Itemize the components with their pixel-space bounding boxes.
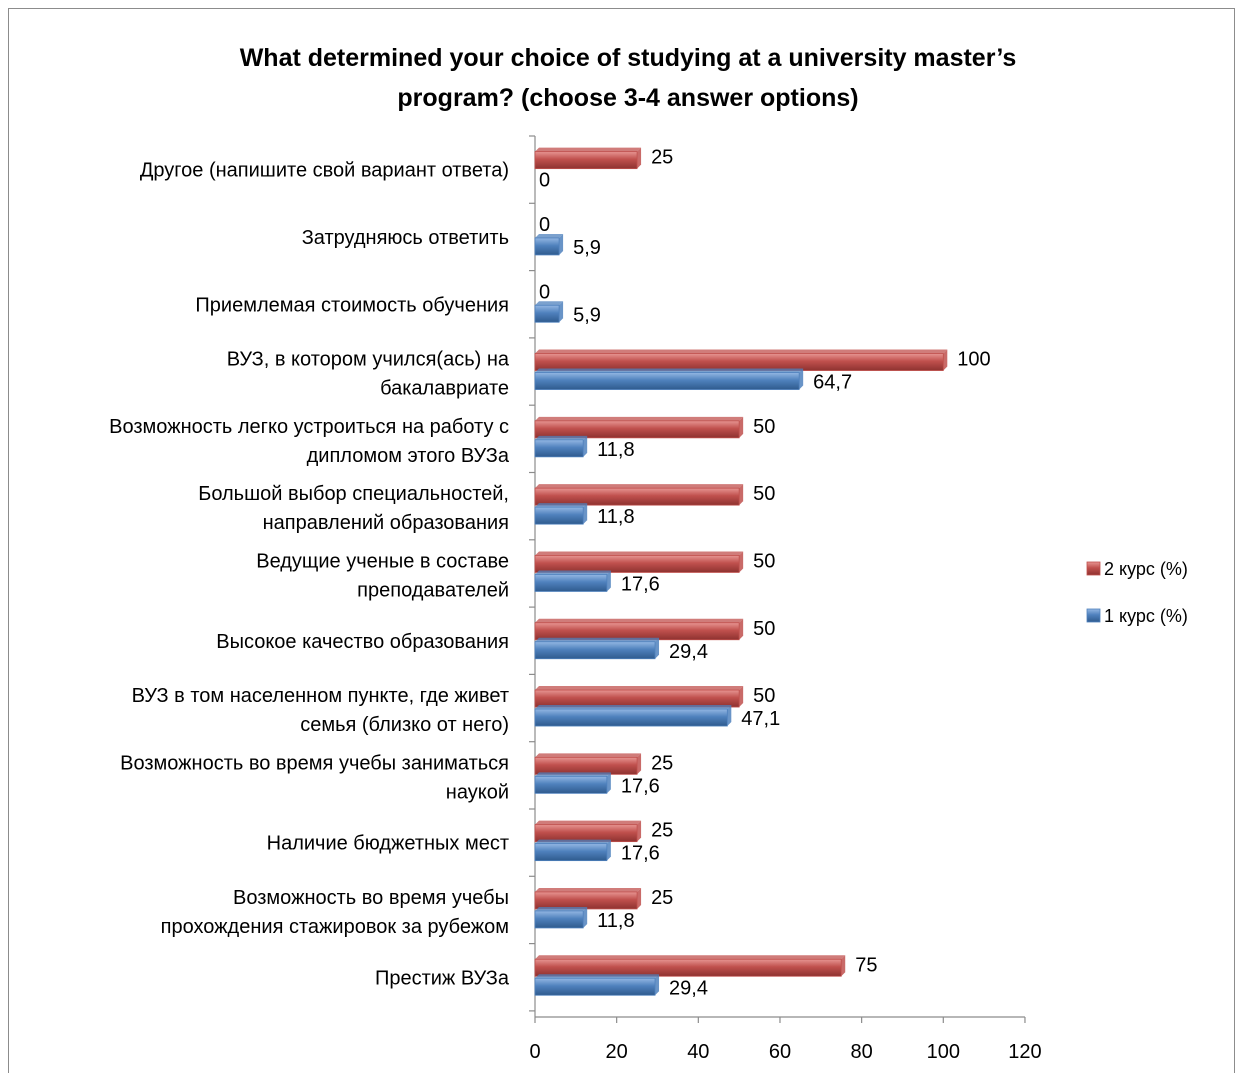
bar-2-kurs [534,753,642,775]
bar-1-kurs [534,637,660,660]
category-label: Другое (напишите свой вариант ответа) [140,160,509,182]
data-label: 25 [651,820,673,842]
data-label: 75 [855,954,877,976]
data-label: 11,8 [597,910,634,932]
data-label: 29,4 [669,641,708,663]
bar-2-kurs [534,887,642,910]
data-label: 100 [957,349,990,371]
bar-2-kurs [534,484,744,506]
x-tick-label: 100 [927,1041,960,1063]
bar-1-kurs [534,570,611,592]
bar-2-kurs [534,820,642,843]
data-label: 25 [651,147,673,169]
data-label: 50 [753,618,775,640]
data-label: 11,8 [597,439,634,461]
data-label: 5,9 [573,237,601,259]
category-label: Затрудняюсь ответить [302,227,509,249]
bar-2-kurs [534,618,744,641]
bar-1-kurs [534,233,564,256]
data-label: 17,6 [621,775,660,797]
bar-1-kurs [534,974,660,996]
bar-2-kurs [534,147,642,170]
x-tick-label: 60 [769,1041,791,1063]
category-label: Престиж ВУЗа [375,967,510,989]
chart-title-line-2: program? (choose 3-4 answer options) [397,84,858,112]
plot-area: 0 20 40 60 80 100 120 Другое (напишите свой вар… [109,135,1042,1063]
bar-1-kurs [534,906,588,929]
data-label: 29,4 [669,977,708,999]
data-label: 17,6 [621,573,660,595]
data-label: 11,8 [597,506,634,528]
bar-1-kurs [534,368,804,390]
legend-swatch [1086,608,1101,623]
bar-1-kurs [534,301,564,323]
data-label: 0 [539,214,550,236]
data-label: 50 [753,483,775,505]
category-label: Высокое качество образования [216,631,509,653]
bar-2-kurs [534,686,744,708]
category-label: Возможность легко устроиться на работу с… [109,416,510,467]
legend: 2 курс (%) 1 курс (%) [1086,559,1188,626]
bar-1-kurs [534,705,732,727]
chart-title-line-1: What determined your choice of studying … [240,44,1017,72]
legend-label: 1 курс (%) [1104,606,1188,626]
category-label: Большой выбор специальностей, направлений… [198,483,509,534]
data-label: 50 [753,416,775,438]
bar-2-kurs [534,551,744,573]
category-label: Возможность во время учебы заниматься нау… [120,752,509,803]
bar-1-kurs [534,839,611,862]
data-label: 25 [651,887,673,909]
category-label: Приемлемая стоимость обучения [195,294,509,316]
bar-1-kurs [534,772,611,794]
category-label: ВУЗ, в котором учился(ась) на бакалавриат… [227,349,510,400]
x-tick-label: 0 [529,1041,540,1063]
category-label: ВУЗ в том населенном пункте, где живет се… [132,685,509,736]
category-label: Возможность во время учебы прохождения ст… [161,887,509,938]
bar-2-kurs [534,416,744,439]
data-label: 0 [539,170,550,192]
bar-2-kurs [534,955,846,977]
data-label: 50 [753,550,775,572]
data-label: 50 [753,685,775,707]
legend-item-1-kurs: 1 курс (%) [1086,606,1188,626]
data-label: 47,1 [741,708,780,730]
legend-item-2-kurs: 2 курс (%) [1086,559,1188,579]
x-tick-label: 20 [606,1041,628,1063]
bar-2-kurs [534,349,948,371]
legend-swatch [1086,561,1101,576]
data-label: 5,9 [573,304,601,326]
bar-1-kurs [534,503,588,525]
x-tick-label: 40 [687,1041,709,1063]
data-label: 0 [539,281,550,303]
data-label: 17,6 [621,843,660,865]
category-label: Наличие бюджетных мест [267,833,509,855]
data-label: 25 [651,752,673,774]
category-label: Ведущие ученые в составе преподавателей [256,550,509,601]
legend-label: 2 курс (%) [1104,559,1188,579]
x-tick-label: 120 [1008,1041,1041,1063]
x-tick-label: 80 [851,1041,873,1063]
bar-1-kurs [534,435,588,458]
data-label: 64,7 [813,372,852,394]
